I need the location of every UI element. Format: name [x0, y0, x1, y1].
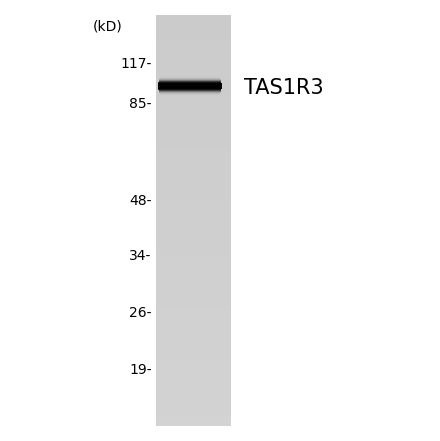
Bar: [160, 77, 220, 78]
Bar: [158, 86, 222, 87]
Bar: [160, 75, 220, 77]
Bar: [160, 93, 220, 94]
Bar: [160, 77, 220, 78]
Text: 34-: 34-: [129, 249, 152, 263]
Bar: [159, 81, 221, 82]
Bar: [160, 95, 220, 96]
Bar: [158, 81, 221, 82]
Bar: [158, 88, 222, 89]
Bar: [159, 90, 221, 92]
Bar: [159, 80, 221, 81]
Bar: [160, 94, 220, 95]
Bar: [158, 86, 222, 87]
Bar: [160, 93, 220, 95]
Bar: [160, 94, 220, 95]
Bar: [158, 87, 222, 89]
Bar: [159, 92, 220, 93]
Bar: [159, 80, 221, 82]
Bar: [159, 80, 221, 82]
Bar: [159, 92, 220, 93]
Bar: [158, 86, 222, 87]
Bar: [158, 83, 222, 85]
Bar: [159, 78, 220, 80]
Bar: [159, 93, 220, 94]
Bar: [158, 83, 222, 84]
Bar: [158, 82, 221, 84]
Bar: [159, 79, 220, 80]
Bar: [158, 85, 222, 86]
Bar: [158, 87, 222, 89]
Bar: [160, 78, 220, 79]
Text: 48-: 48-: [129, 194, 152, 208]
Bar: [158, 82, 221, 84]
Bar: [159, 79, 221, 81]
Bar: [159, 91, 220, 93]
Bar: [160, 93, 220, 95]
Bar: [160, 76, 220, 78]
Text: 85-: 85-: [129, 97, 152, 111]
Bar: [159, 81, 221, 82]
Text: TAS1R3: TAS1R3: [244, 78, 324, 98]
Bar: [158, 83, 222, 85]
Bar: [159, 90, 221, 91]
Bar: [158, 89, 221, 90]
Bar: [159, 78, 220, 79]
Bar: [158, 82, 221, 83]
Bar: [159, 91, 221, 93]
Bar: [158, 83, 221, 84]
Bar: [160, 76, 220, 78]
Bar: [160, 95, 220, 96]
Bar: [160, 77, 220, 78]
Bar: [159, 90, 221, 91]
Bar: [158, 87, 222, 88]
Bar: [158, 85, 222, 86]
Text: 26-: 26-: [129, 306, 152, 320]
Bar: [158, 84, 222, 85]
Bar: [158, 85, 222, 86]
Bar: [158, 88, 221, 89]
Bar: [159, 81, 221, 82]
Bar: [160, 93, 220, 94]
Bar: [159, 79, 220, 80]
Bar: [158, 84, 222, 85]
Bar: [159, 78, 220, 80]
Bar: [160, 76, 220, 77]
Bar: [160, 78, 220, 79]
Bar: [158, 88, 221, 90]
Bar: [160, 94, 220, 96]
Bar: [159, 90, 221, 91]
Bar: [159, 90, 221, 92]
Bar: [160, 77, 220, 78]
Bar: [158, 87, 222, 88]
Bar: [159, 92, 220, 93]
Bar: [158, 85, 222, 86]
Bar: [159, 91, 221, 92]
Bar: [158, 82, 221, 83]
Bar: [158, 86, 222, 87]
Bar: [158, 82, 221, 83]
Bar: [158, 86, 222, 88]
Text: 117-: 117-: [121, 57, 152, 71]
Bar: [158, 84, 222, 86]
Bar: [158, 90, 221, 91]
Bar: [159, 92, 220, 93]
Text: (kD): (kD): [93, 20, 123, 34]
Text: 19-: 19-: [129, 363, 152, 377]
Bar: [158, 89, 221, 90]
Bar: [158, 89, 221, 90]
Bar: [160, 94, 220, 96]
Bar: [158, 88, 221, 90]
Bar: [159, 79, 220, 81]
